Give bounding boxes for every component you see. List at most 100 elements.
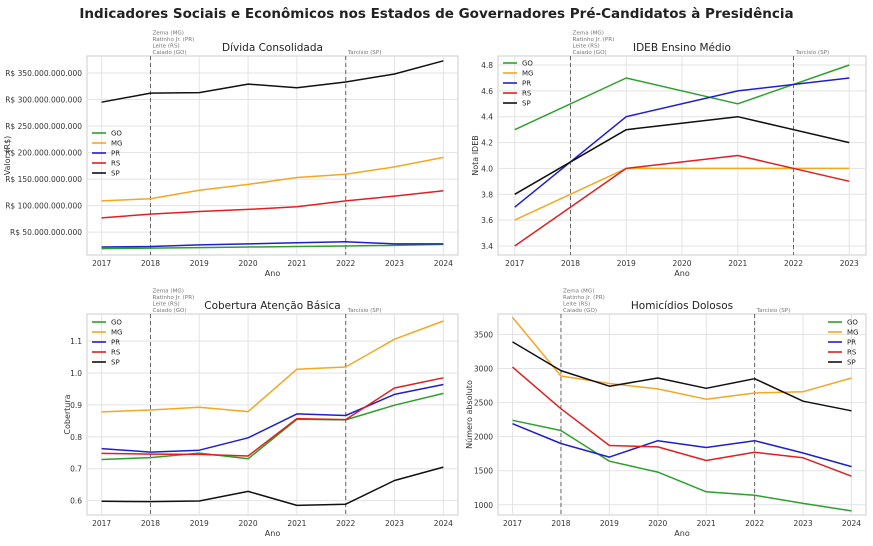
x-axis-label: Ano [674,529,690,538]
y-tick-label: R$ 150.000.000.000 [5,175,82,184]
x-tick-label: 2022 [336,519,355,528]
y-axis-label: Número absoluto [465,380,474,449]
series-line-pr [101,383,444,453]
x-tick-label: 2018 [141,259,160,268]
marker-annotation: Ratinho Jr. (PR) [152,295,194,301]
y-tick-label: 3000 [474,365,493,374]
marker-annotation: Leite (RS) [572,44,599,50]
legend-label-rs: RS [111,160,121,168]
chart-title: IDEB Ensino Médio [633,42,731,54]
y-tick-label: 1500 [474,467,493,476]
x-tick-label: 2022 [745,519,764,528]
marker-annotation: Ratinho Jr. (PR) [572,37,614,43]
marker-annotation: Caiado (GO) [152,308,186,314]
x-axis-label: Ano [265,529,281,538]
legend-label-go: GO [522,60,533,68]
x-tick-label: 2024 [434,259,453,268]
x-tick-label: 2022 [784,259,803,268]
x-tick-label: 2017 [503,519,522,528]
series-line-rs [101,190,444,219]
x-tick-label: 2020 [672,259,691,268]
plot-area [497,313,867,516]
legend-label-mg: MG [847,329,858,337]
x-tick-label: 2023 [794,519,813,528]
series-line-pr [512,423,852,468]
x-tick-label: 2022 [336,259,355,268]
y-tick-label: 0.7 [70,465,82,474]
y-tick-label: 4.4 [481,113,493,122]
y-tick-label: 3.8 [481,190,493,199]
series-line-go [512,419,852,512]
x-tick-label: 2017 [92,519,111,528]
legend: GO MG PR RS SP [92,130,122,178]
legend-label-pr: PR [111,339,120,347]
series-line-sp [101,60,444,103]
series-line-sp [514,115,850,195]
chart-panel-3: 0.6 0.7 0.8 0.9 1.0 1.1 2017 2018 2019 2020 2021 20… [63,289,459,538]
x-tick-label: 2023 [385,519,404,528]
chart-title: Dívida Consolidada [222,42,323,54]
marker-annotation: Leite (RS) [152,302,179,308]
x-tick-label: 2024 [842,519,861,528]
legend: GO MG PR RS SP [92,319,122,367]
marker-annotation: Tarcísio (SP) [347,307,382,314]
marker-annotation: Caiado (GO) [152,50,186,56]
plot-area [86,313,459,516]
x-tick-label: 2021 [697,519,716,528]
y-tick-label: R$ 100.000.000.000 [5,202,82,211]
y-axis-label: Valor (R$) [3,136,12,176]
marker-annotation: Leite (RS) [152,44,179,50]
y-tick-label: 3500 [474,330,493,339]
legend-label-mg: MG [111,140,122,148]
marker-annotation: Leite (RS) [563,302,590,308]
marker-annotation: Zema (MG) [572,31,603,37]
series-line-go [101,243,444,250]
marker-annotation: Tarcísio (SP) [347,49,382,56]
marker-annotation: Caiado (GO) [572,50,606,56]
y-tick-label: 2500 [474,399,493,408]
legend-label-sp: SP [522,100,531,108]
series-line-go [101,392,444,461]
y-tick-label: 3.6 [481,216,493,225]
series-line-mg [101,320,444,413]
x-axis-label: Ano [674,269,690,278]
legend-label-pr: PR [111,150,120,158]
x-tick-label: 2018 [561,259,580,268]
series-line-sp [101,466,444,507]
y-tick-label: 1000 [474,501,493,510]
marker-annotation: Zema (MG) [152,289,183,295]
x-tick-label: 2023 [840,259,859,268]
legend: GO MG PR RS SP [828,319,858,367]
y-tick-label: 0.6 [70,497,82,506]
x-tick-label: 2020 [239,259,258,268]
y-tick-label: 4.8 [481,61,493,70]
marker-annotation: Ratinho Jr. (PR) [152,37,194,43]
legend-label-sp: SP [847,359,856,367]
chart-panel-4: 1000 1500 2000 2500 3000 3500 2017 2018 2019 2020… [465,289,867,538]
marker-annotation: Tarcísio (SP) [756,307,791,314]
series-line-sp [512,341,852,412]
marker-annotation: Zema (MG) [563,289,594,295]
legend-label-pr: PR [847,339,856,347]
y-tick-label: R$ 50.000.000.000 [10,228,82,237]
y-tick-label: R$ 200.000.000.000 [5,149,82,158]
x-tick-label: 2020 [239,519,258,528]
y-tick-label: 3.4 [481,242,493,251]
legend: GO MG PR RS SP [503,60,533,108]
legend-label-sp: SP [111,359,120,367]
chart-title: Cobertura Atenção Básica [204,300,341,312]
y-tick-label: R$ 350.000.000.000 [5,69,82,78]
legend-label-mg: MG [522,70,533,78]
series-line-pr [101,240,444,248]
y-tick-label: 4.6 [481,87,493,96]
y-axis-label: Nota IDEB [471,135,480,176]
x-tick-label: 2017 [505,259,524,268]
legend-label-go: GO [111,130,122,138]
legend-label-pr: PR [522,80,531,88]
series-line-rs [101,377,444,457]
legend-label-rs: RS [522,90,532,98]
figure-title: Indicadores Sociais e Econômicos nos Est… [79,6,794,22]
x-tick-label: 2019 [600,519,619,528]
